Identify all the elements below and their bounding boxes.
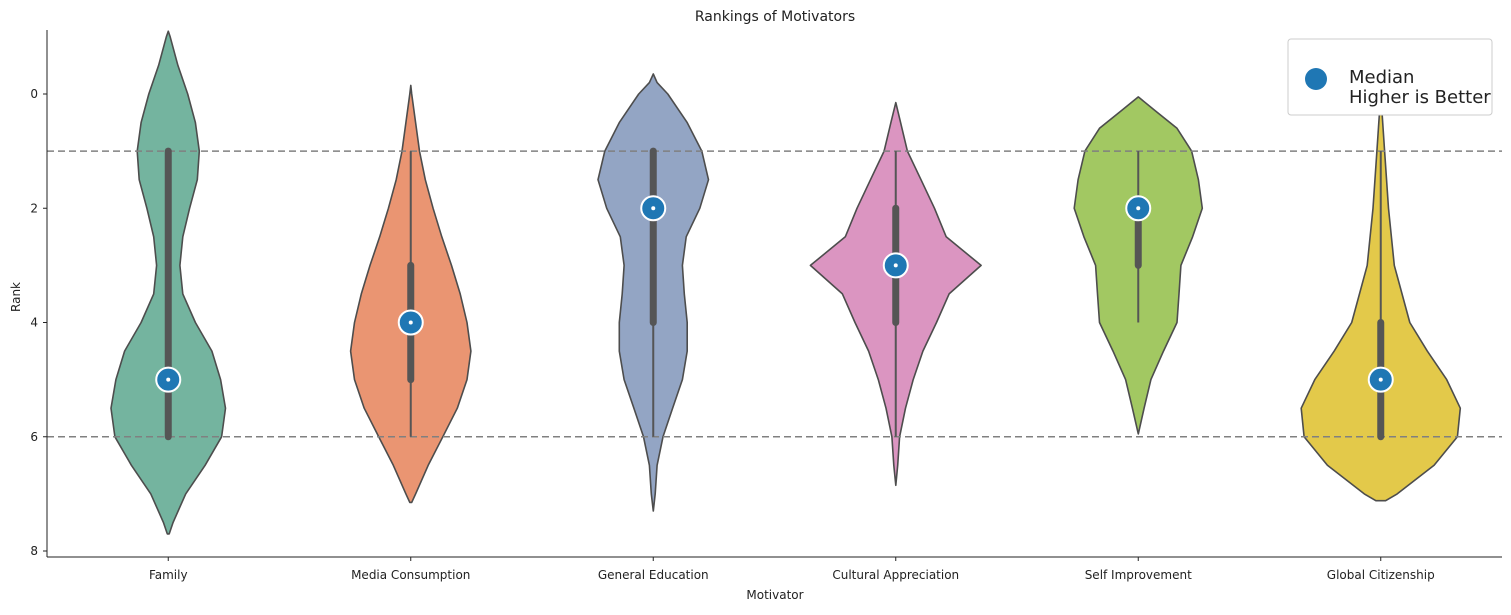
y-tick-label: 6 [30,430,38,444]
violins-layer [110,30,1462,535]
reference-lines-layer [47,150,1502,438]
x-tick-label: Self Improvement [1085,568,1192,582]
legend-frame [1287,38,1493,116]
median-dot [166,377,171,382]
x-tick-label: Media Consumption [351,568,470,582]
median-dot [893,263,898,268]
legend-label-line: Median [1349,67,1414,88]
x-tick-label: Global Citizenship [1327,568,1435,582]
median-dot [1378,377,1383,382]
median-dot [408,320,413,325]
x-axis-title: Motivator [746,588,803,602]
y-tick-label: 0 [30,87,38,101]
x-tick-label: Cultural Appreciation [832,568,959,582]
y-tick-label: 2 [30,201,38,215]
legend-label: Median Higher is Better [1349,67,1491,108]
legend: Median Higher is Better [1287,38,1493,116]
x-tick-label: Family [149,568,188,582]
box-layer [155,147,1394,441]
median-dot [1136,206,1141,211]
y-tick-label: 8 [30,544,38,558]
y-tick-label: 4 [30,316,38,330]
y-axis-title: Rank [9,282,23,312]
legend-label-line: Higher is Better [1349,87,1491,108]
legend-median-marker [1305,68,1327,90]
x-tick-label: General Education [598,568,709,582]
x-ticks: Family Media Consumption General Education… [149,557,1435,582]
axes-layer [46,30,1502,558]
median-dot [651,206,656,211]
y-ticks: 0 2 4 6 8 [30,87,47,558]
chart-title: Rankings of Motivators [695,9,855,25]
